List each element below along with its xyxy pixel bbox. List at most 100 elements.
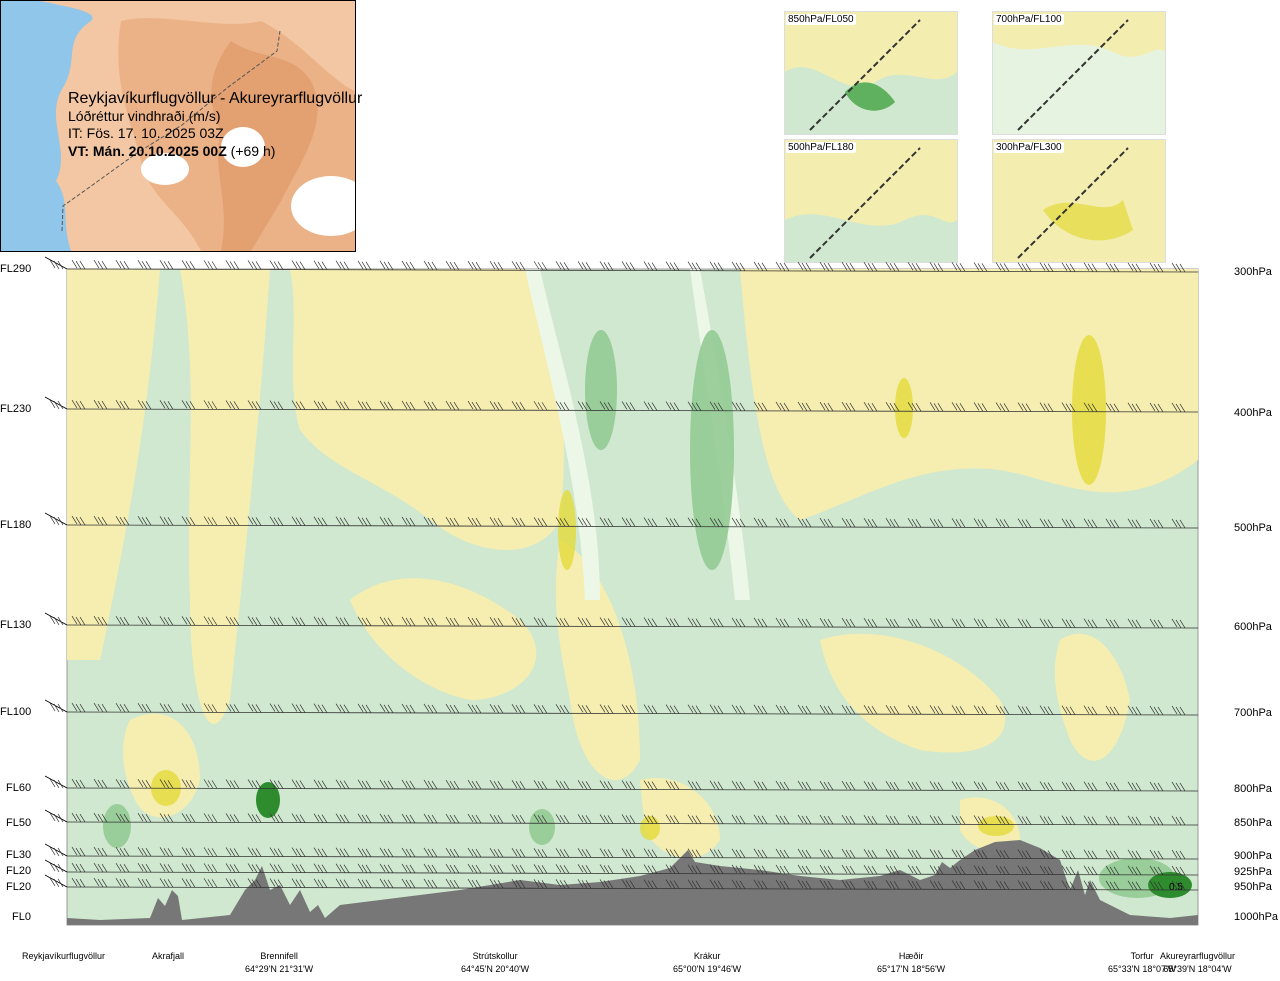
wind-barb-8-605 xyxy=(599,864,614,874)
downdraft-core-1 xyxy=(895,378,913,438)
wind-barb-4-143 xyxy=(137,703,152,713)
wind-barb-0-77 xyxy=(71,259,86,270)
downdraft-region-5 xyxy=(555,540,640,780)
wind-barb-0-1023 xyxy=(1017,262,1032,272)
right-label-300: 300hPa xyxy=(1234,266,1272,278)
wind-barb-6-561 xyxy=(555,814,570,824)
wind-barb-0-143 xyxy=(137,260,152,270)
level-guide-1 xyxy=(44,396,68,410)
wind-barb-8-1001 xyxy=(995,865,1010,875)
inset-300-label: 300hPa/FL300 xyxy=(994,142,1064,153)
wind-barb-5-297 xyxy=(291,779,306,789)
wind-barb-0-297 xyxy=(291,260,306,270)
xlabel-torfur-coord: 65°33'N 18°07'W xyxy=(1108,964,1177,974)
wind-barb-0-1111 xyxy=(1105,262,1120,272)
wind-barb-3-715 xyxy=(709,617,724,627)
wind-barb-4-539 xyxy=(533,704,548,714)
right-label-850: 850hPa xyxy=(1234,817,1272,829)
wind-barb-6-253 xyxy=(247,813,262,823)
wind-barb-5-187 xyxy=(181,779,196,789)
wind-barb-7-803 xyxy=(797,848,812,859)
wind-barb-1-803 xyxy=(797,401,812,412)
wind-barb-6-671 xyxy=(665,814,680,824)
wind-barb-5-913 xyxy=(907,781,922,791)
wind-barb-1-1023 xyxy=(1017,402,1032,412)
wind-barb-0-187 xyxy=(181,260,196,270)
wind-barb-3-957 xyxy=(951,618,966,628)
wind-barb-6-1045 xyxy=(1039,815,1054,825)
level-guide-2 xyxy=(44,512,68,526)
inset-850-label: 850hPa/FL050 xyxy=(786,14,856,25)
wind-barb-2-209 xyxy=(203,516,218,526)
wind-barb-9-649 xyxy=(643,879,658,889)
wind-barb-3-979 xyxy=(973,618,988,628)
wind-barb-2-1023 xyxy=(1017,518,1032,528)
wind-barb-7-297 xyxy=(291,847,306,857)
wind-barb-7-759 xyxy=(753,848,768,859)
wind-barb-6-99 xyxy=(93,812,108,823)
wind-barb-2-363 xyxy=(357,516,372,526)
wind-barb-8-209 xyxy=(203,863,218,873)
wind-barb-3-1177 xyxy=(1171,618,1186,629)
level-guide-7 xyxy=(44,843,68,857)
downdraft-region-0 xyxy=(67,269,160,660)
wind-barb-0-451 xyxy=(445,260,460,271)
updraft-region-2 xyxy=(103,804,131,848)
wind-barb-6-473 xyxy=(467,813,482,824)
wind-barb-7-605 xyxy=(599,848,614,858)
left-label-fl20a: FL20 xyxy=(6,865,32,877)
right-label-700: 700hPa xyxy=(1234,707,1272,719)
xlabel-akureyri-name: Akureyrarflugvöllur xyxy=(1160,951,1236,961)
level-line-0 xyxy=(66,268,1199,273)
wind-barb-7-847 xyxy=(841,848,856,859)
wind-barb-1-297 xyxy=(291,400,306,410)
wind-barb-3-1045 xyxy=(1039,618,1054,628)
wind-barb-5-715 xyxy=(709,780,724,790)
wind-barb-5-935 xyxy=(929,781,944,791)
wind-barb-4-275 xyxy=(269,703,284,713)
downdraft-region-4 xyxy=(350,578,537,700)
wind-barb-4-1001 xyxy=(995,705,1010,715)
wind-barb-0-231 xyxy=(225,260,240,270)
wind-barb-8-715 xyxy=(709,864,724,874)
wind-barb-7-121 xyxy=(115,846,130,857)
wind-barb-0-539 xyxy=(533,261,548,271)
wind-barb-3-737 xyxy=(731,617,746,627)
wind-barb-8-671 xyxy=(665,864,680,874)
wind-barb-4-1111 xyxy=(1105,705,1120,715)
wind-barb-6-407 xyxy=(401,813,416,824)
wind-barb-8-891 xyxy=(885,865,900,875)
level-line-1 xyxy=(66,408,1199,413)
wind-barb-6-627 xyxy=(621,814,636,824)
wind-barb-5-1045 xyxy=(1039,781,1054,791)
wind-barb-3-451 xyxy=(445,616,460,627)
xlabel-strutskollur-name: Strútskollur xyxy=(472,951,518,961)
wind-barb-5-1067 xyxy=(1061,781,1076,791)
wind-barb-4-781 xyxy=(775,704,790,715)
xlabel-reykjavik-name: Reykjavíkurflugvöllur xyxy=(22,951,106,961)
inset-300-svg xyxy=(993,140,1165,262)
wind-barb-4-363 xyxy=(357,703,372,713)
wind-barb-1-913 xyxy=(907,402,922,412)
wind-barb-8-495 xyxy=(489,863,504,874)
inset-500: 500hPa/FL180 xyxy=(784,139,958,263)
wind-barb-0-341 xyxy=(335,260,350,270)
wind-barb-3-77 xyxy=(71,615,86,626)
wind-barb-0-693 xyxy=(687,261,702,271)
xlabel-akrafjall: Akrafjall xyxy=(152,951,184,961)
wind-barb-5-451 xyxy=(445,779,460,790)
wind-barb-6-77 xyxy=(71,812,86,823)
xlabel-krakur-coord: 65°00'N 19°46'W xyxy=(673,964,742,974)
wind-barb-4-495 xyxy=(489,703,504,714)
downdraft-core-5 xyxy=(978,816,1014,836)
wind-barb-7-693 xyxy=(687,848,702,858)
wind-barb-1-649 xyxy=(643,401,658,411)
wind-barb-4-1089 xyxy=(1083,705,1098,715)
wind-barb-6-539 xyxy=(533,814,548,824)
wind-barb-3-143 xyxy=(137,616,152,626)
wind-barb-1-979 xyxy=(973,402,988,412)
wind-barb-2-649 xyxy=(643,517,658,527)
wind-barb-5-1155 xyxy=(1149,781,1164,792)
downdraft-region-2 xyxy=(290,269,564,550)
wind-barb-9-715 xyxy=(709,879,724,889)
